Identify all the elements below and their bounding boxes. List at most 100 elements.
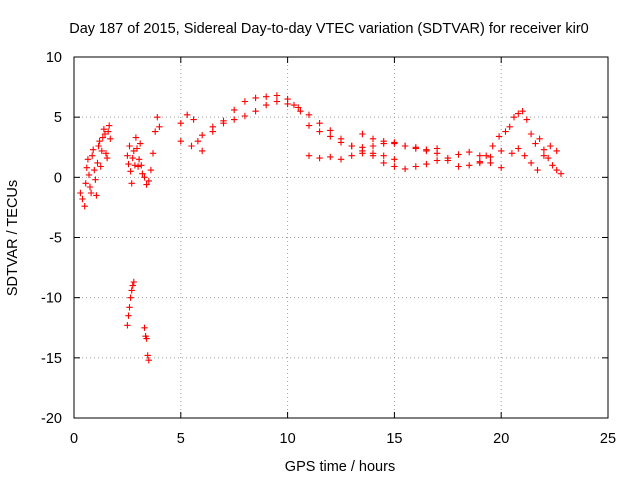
data-point xyxy=(527,159,535,167)
data-point xyxy=(87,189,95,197)
data-point xyxy=(557,170,565,177)
data-point xyxy=(290,101,298,109)
data-point xyxy=(105,128,112,135)
data-point xyxy=(412,144,419,151)
data-point xyxy=(380,152,387,159)
data-point xyxy=(316,120,323,127)
data-point xyxy=(125,312,132,319)
data-point xyxy=(545,154,552,162)
data-point xyxy=(199,147,206,155)
data-point xyxy=(252,108,259,115)
data-point xyxy=(337,156,345,163)
data-point xyxy=(127,294,134,301)
data-point xyxy=(348,142,355,150)
data-point xyxy=(190,116,197,123)
data-point xyxy=(327,127,334,134)
tick-labels: 0 5 10 15 20 25 -20 -15 -10 -5 0 5 10 xyxy=(41,50,616,447)
data-point xyxy=(502,128,509,135)
data-point xyxy=(102,150,110,157)
data-point xyxy=(495,133,503,140)
data-point xyxy=(95,142,102,150)
data-point xyxy=(129,154,136,162)
data-point xyxy=(295,104,302,111)
data-point xyxy=(369,142,377,150)
data-point xyxy=(91,166,98,174)
data-point xyxy=(156,123,163,130)
data-point xyxy=(82,180,89,187)
data-point xyxy=(553,166,560,174)
data-point xyxy=(263,101,270,109)
data-point xyxy=(423,160,430,168)
data-point xyxy=(498,164,505,171)
data-point xyxy=(184,111,191,118)
y-tick-label: -10 xyxy=(41,291,62,307)
data-point xyxy=(125,160,132,168)
data-point xyxy=(369,152,377,159)
x-tick-label: 0 xyxy=(70,431,78,447)
data-point xyxy=(412,163,419,170)
data-point xyxy=(188,142,195,150)
data-point xyxy=(137,140,144,147)
data-point xyxy=(305,111,313,118)
data-point xyxy=(466,162,473,169)
data-point xyxy=(401,142,409,150)
data-point xyxy=(483,152,490,159)
data-point xyxy=(521,152,528,159)
data-point xyxy=(369,135,377,142)
data-point xyxy=(466,148,473,156)
data-point xyxy=(359,130,366,138)
data-point xyxy=(132,134,140,141)
data-point xyxy=(103,154,111,162)
data-point xyxy=(141,324,148,331)
data-point xyxy=(199,132,206,139)
data-point xyxy=(147,166,155,174)
y-tick-label: 5 xyxy=(54,110,62,126)
y-tick-label: 10 xyxy=(46,50,62,66)
data-point xyxy=(510,114,518,121)
data-point xyxy=(263,93,270,100)
data-point xyxy=(327,133,334,140)
data-point xyxy=(92,176,99,183)
data-point xyxy=(527,130,535,138)
data-point xyxy=(316,154,323,162)
data-point xyxy=(209,123,216,130)
data-point xyxy=(128,180,135,187)
data-point xyxy=(194,138,202,145)
data-point xyxy=(455,151,462,158)
data-point xyxy=(519,108,526,115)
y-axis-title: SDTVAR / TECUs xyxy=(5,180,21,296)
data-point xyxy=(489,142,496,150)
data-point xyxy=(327,153,334,161)
data-point xyxy=(177,120,184,127)
data-point xyxy=(139,170,146,177)
y-tick-label: 0 xyxy=(54,170,62,186)
data-point xyxy=(143,335,150,342)
data-point xyxy=(134,163,142,170)
data-point xyxy=(476,152,483,159)
x-axis-title: GPS time / hours xyxy=(285,459,395,475)
data-point xyxy=(124,152,131,159)
grid-lines xyxy=(74,57,608,418)
data-point xyxy=(359,150,366,157)
x-tick-label: 20 xyxy=(493,431,509,447)
data-point xyxy=(94,159,101,167)
data-point xyxy=(98,147,105,155)
data-point xyxy=(532,140,539,147)
data-point xyxy=(348,152,355,159)
data-point xyxy=(177,138,184,145)
data-point xyxy=(316,128,323,135)
data-point xyxy=(252,94,259,102)
data-point xyxy=(93,192,100,199)
data-point xyxy=(124,322,131,329)
data-point xyxy=(231,116,238,123)
data-point xyxy=(143,181,150,188)
data-point xyxy=(89,152,96,159)
data-points xyxy=(77,92,565,364)
data-point xyxy=(380,138,387,145)
data-point xyxy=(149,150,157,157)
x-tick-label: 5 xyxy=(177,431,185,447)
data-point xyxy=(85,171,93,179)
x-tick-label: 15 xyxy=(386,431,402,447)
data-point xyxy=(220,120,227,127)
